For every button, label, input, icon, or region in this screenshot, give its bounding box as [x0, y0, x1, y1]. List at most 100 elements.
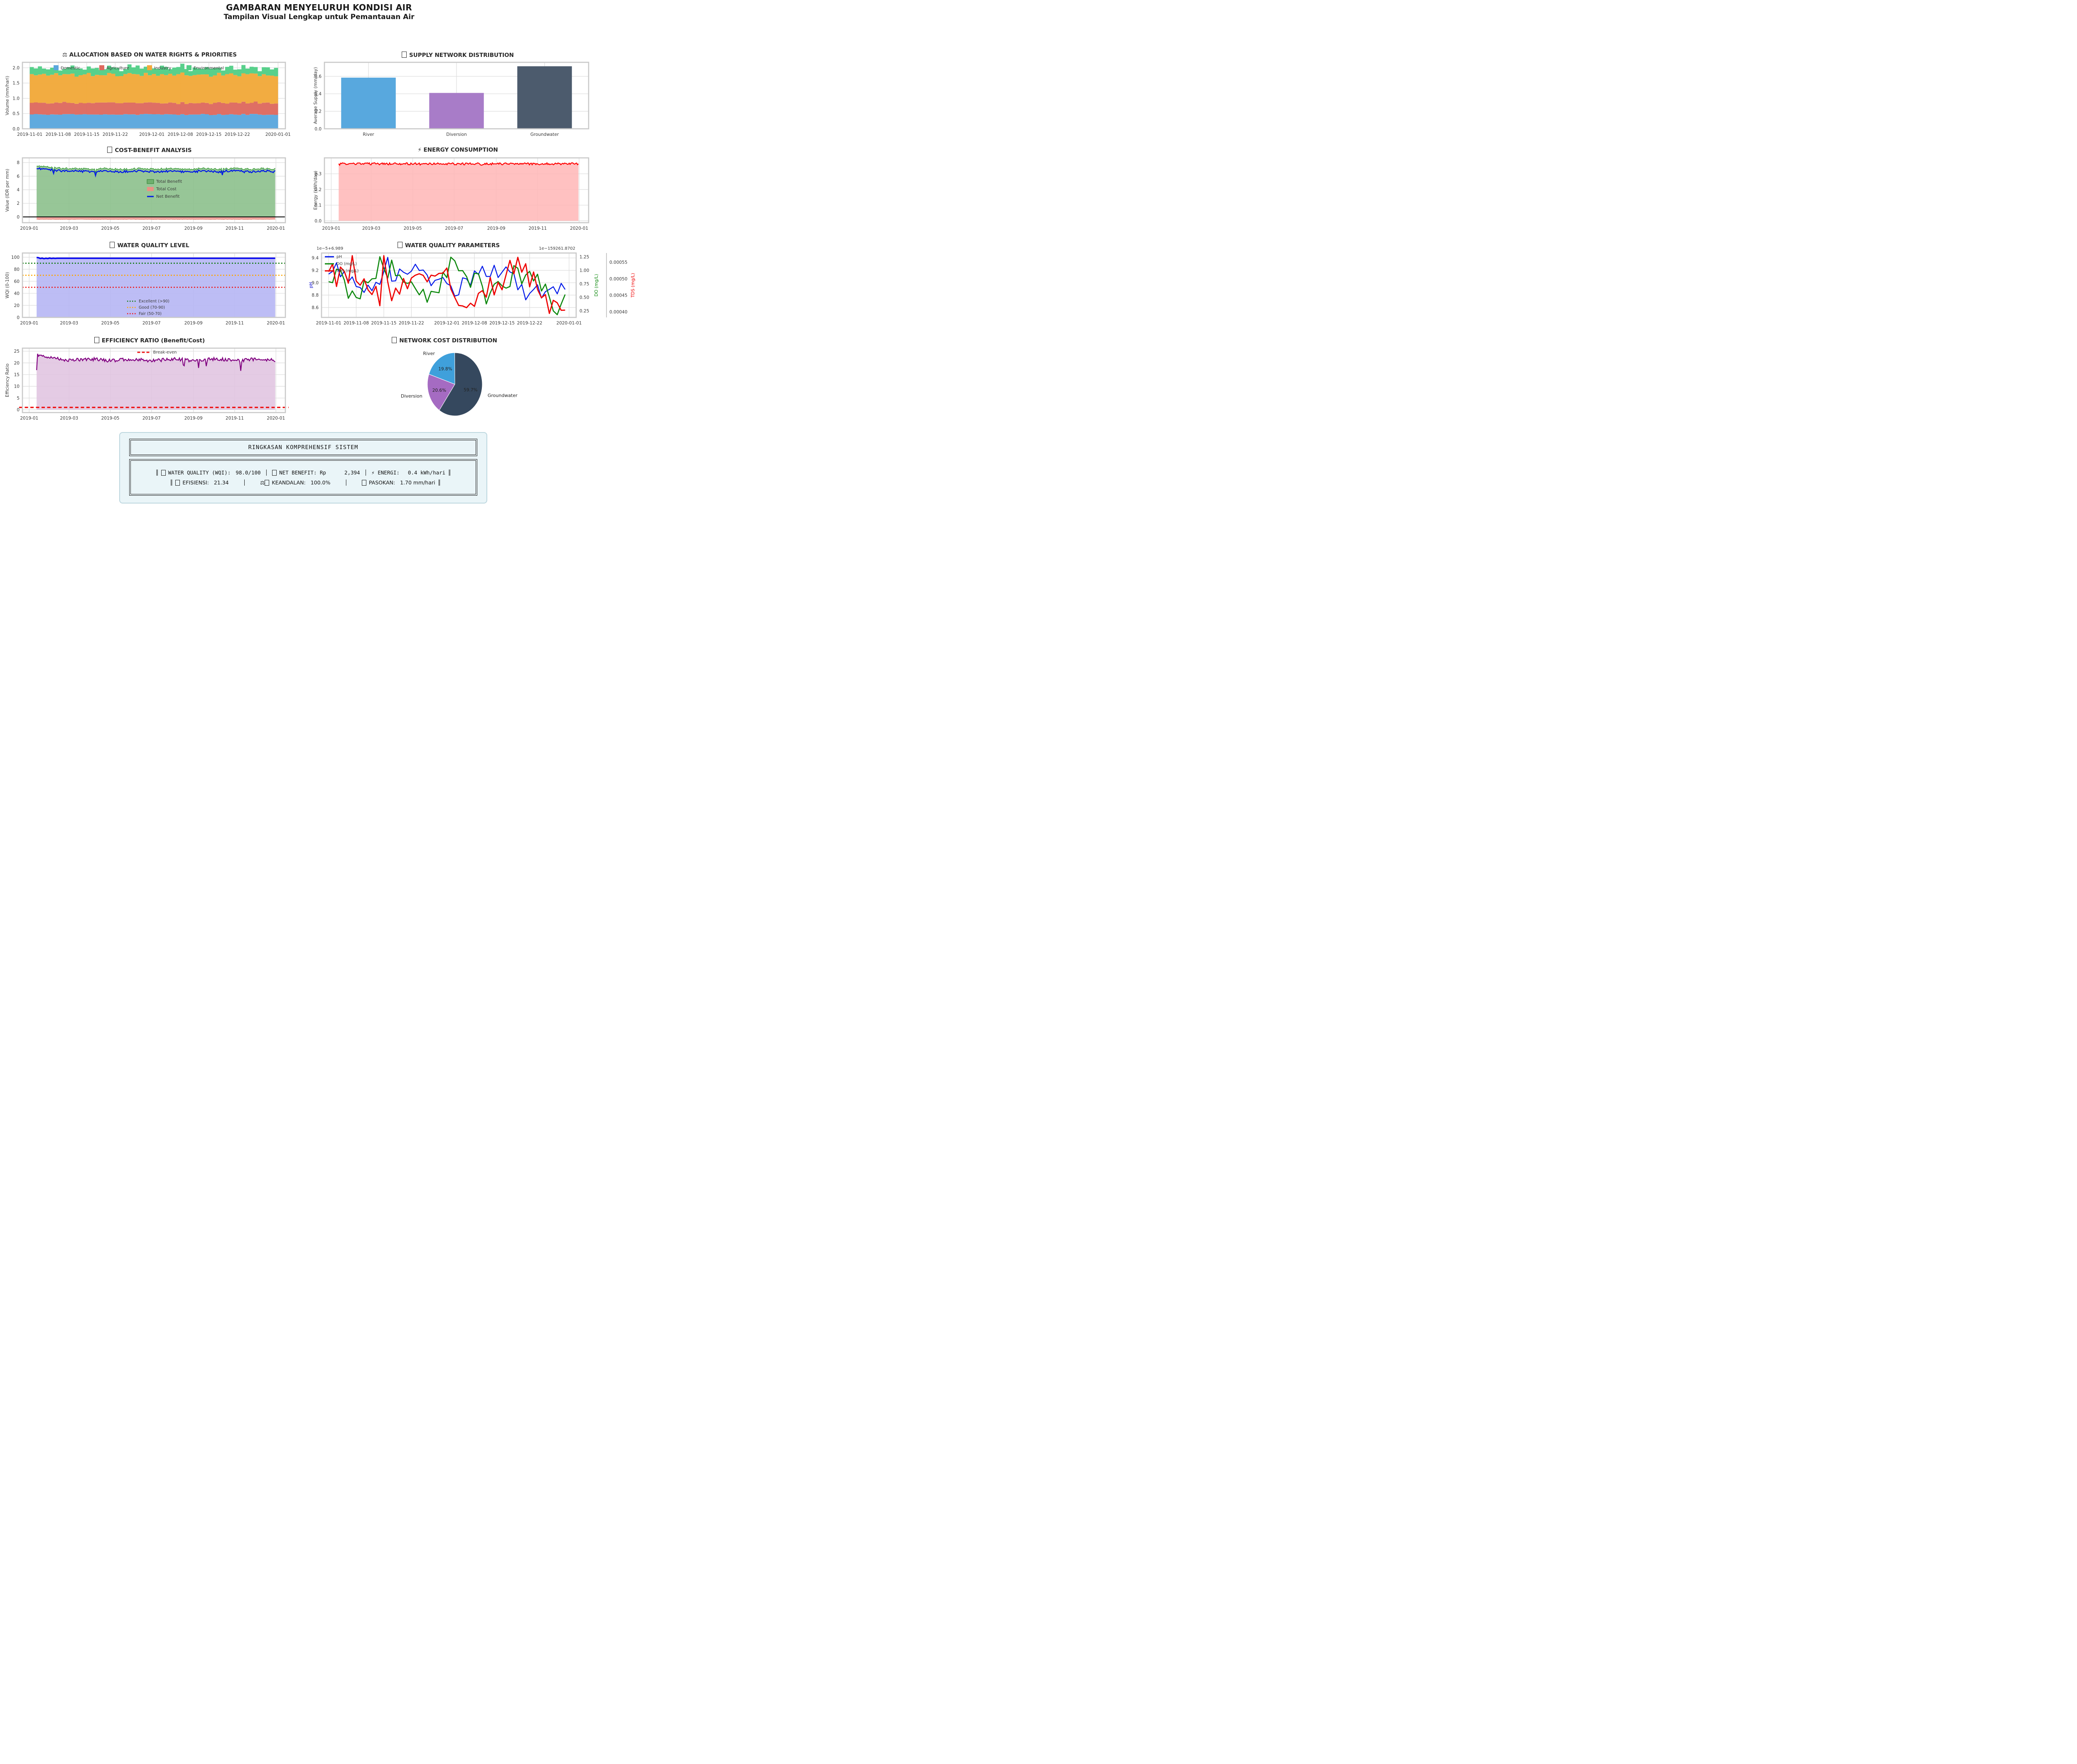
- chart-efficiency-canvas: 0 5 10 15 20 25 2019-01 2019-03 2019-05 2019-07 20…: [5, 347, 289, 421]
- chart-allocation: ⚖ ALLOCATION BASED ON WATER RIGHTS & PRI…: [3, 51, 296, 139]
- svg-text:2019-11-15: 2019-11-15: [371, 321, 396, 326]
- svg-text:Net Benefit: Net Benefit: [156, 194, 180, 199]
- svg-text:Average Supply (mm/day): Average Supply (mm/day): [313, 67, 318, 124]
- chart-pie-canvas: 19.8% River 20.6% Diversion 59.7% Groundwater: [401, 351, 518, 416]
- summary-keandalan-label: KEANDALAN:: [272, 479, 306, 486]
- svg-text:1e−5+6.989: 1e−5+6.989: [317, 246, 343, 251]
- svg-text:2019-01: 2019-01: [20, 416, 38, 421]
- svg-text:1e−159261.8702: 1e−159261.8702: [539, 246, 575, 251]
- svg-text:0.50: 0.50: [579, 295, 589, 300]
- svg-text:19.8%: 19.8%: [438, 366, 452, 371]
- svg-text:0.0: 0.0: [12, 127, 20, 132]
- svg-text:Domestic: Domestic: [61, 66, 80, 71]
- page-subtitle: Tampilan Visual Lengkap untuk Pemantauan…: [223, 13, 415, 21]
- svg-text:2019-01: 2019-01: [20, 321, 38, 326]
- svg-text:Excellent (>90): Excellent (>90): [139, 299, 169, 304]
- svg-text:0: 0: [17, 315, 20, 320]
- summary-keandalan-value: 100.0%: [310, 479, 331, 486]
- svg-text:2019-09: 2019-09: [184, 226, 203, 231]
- chart-supply-canvas: 0.0 0.2 0.4 0.6 River Diversion Groundwater Ave…: [313, 61, 589, 137]
- svg-text:20: 20: [14, 361, 20, 366]
- dashboard-page: { "page": { "title": "GAMBARAN MENYELURU…: [0, 0, 638, 506]
- svg-text:Total Cost: Total Cost: [156, 187, 177, 192]
- svg-text:2: 2: [17, 201, 20, 206]
- svg-text:Volume (mm/hari): Volume (mm/hari): [5, 76, 10, 115]
- svg-text:Energy (kWh/day): Energy (kWh/day): [313, 171, 318, 210]
- chart-pie: NETWORK COST DISTRIBUTION 19.8% River 20.6…: [316, 336, 638, 423]
- svg-text:8.8: 8.8: [312, 293, 319, 298]
- svg-text:100: 100: [11, 255, 20, 260]
- box-divider: │: [364, 469, 368, 476]
- chart-efficiency-title: EFFICIENCY RATIO (Benefit/Cost): [3, 337, 296, 344]
- svg-text:2019-07: 2019-07: [445, 226, 463, 231]
- svg-text:2019-05: 2019-05: [101, 321, 120, 326]
- svg-text:Industry: Industry: [154, 66, 171, 71]
- scales-icon: ⚖: [62, 52, 69, 58]
- svg-text:2019-03: 2019-03: [60, 416, 78, 421]
- summary-pasokan-value: 1.70 mm/hari: [400, 479, 435, 486]
- svg-text:0.5: 0.5: [12, 111, 20, 116]
- svg-text:2019-09: 2019-09: [487, 226, 506, 231]
- svg-text:Value (IDR per mm): Value (IDR per mm): [5, 169, 10, 211]
- box-divider: │: [344, 479, 348, 486]
- svg-text:2019-07: 2019-07: [142, 416, 161, 421]
- svg-text:6: 6: [17, 174, 20, 179]
- svg-text:2019-11-15: 2019-11-15: [74, 132, 99, 137]
- svg-text:2020-01: 2020-01: [267, 416, 285, 421]
- svg-text:2019-03: 2019-03: [60, 321, 78, 326]
- svg-text:0.3: 0.3: [314, 172, 322, 177]
- svg-text:Diversion: Diversion: [446, 132, 466, 137]
- summary-title-box: RINGKASAN KOMPREHENSIF SISTEM: [129, 439, 477, 456]
- svg-text:Efficiency Ratio: Efficiency Ratio: [5, 364, 10, 397]
- svg-text:TDS (mg/L): TDS (mg/L): [631, 273, 636, 298]
- svg-text:2020-01-01: 2020-01-01: [265, 132, 291, 137]
- svg-text:pH: pH: [336, 255, 342, 259]
- svg-text:2019-03: 2019-03: [60, 226, 78, 231]
- svg-text:2019-11-22: 2019-11-22: [399, 321, 424, 326]
- svg-text:2019-12-15: 2019-12-15: [196, 132, 221, 137]
- summary-efficiency-label: EFISIENSI:: [182, 479, 209, 486]
- missing-glyph-icon: [175, 479, 180, 486]
- svg-text:Agriculture: Agriculture: [106, 66, 129, 71]
- chart-wqi-title: WATER QUALITY LEVEL: [3, 242, 296, 249]
- svg-text:59.7%: 59.7%: [464, 388, 477, 393]
- missing-glyph-icon: [402, 52, 407, 58]
- svg-text:2019-12-15: 2019-12-15: [489, 321, 515, 326]
- svg-text:2019-11: 2019-11: [226, 321, 244, 326]
- svg-text:2019-12-08: 2019-12-08: [462, 321, 487, 326]
- svg-text:2020-01-01: 2020-01-01: [556, 321, 582, 326]
- summary-wqi-label: WATER QUALITY (WQI):: [168, 469, 231, 476]
- box-divider: │: [265, 469, 268, 476]
- chart-energy-canvas: 0.0 0.1 0.2 0.3 2019-01 2019-03 2019-05 2019-07…: [313, 157, 589, 231]
- summary-net-value: 2,394: [344, 469, 360, 476]
- svg-text:0.6: 0.6: [314, 74, 322, 79]
- svg-text:2019-03: 2019-03: [362, 226, 381, 231]
- summary-energy-label: ENERGI:: [378, 469, 400, 476]
- svg-text:1.0: 1.0: [12, 96, 20, 101]
- chart-energy: ⚡ ENERGY CONSUMPTION 0.0 0.1 0.2 0.3 2019-01…: [312, 146, 604, 234]
- svg-text:10: 10: [14, 384, 20, 389]
- svg-text:0.0: 0.0: [314, 127, 322, 132]
- svg-text:0.25: 0.25: [579, 309, 589, 314]
- svg-text:2019-01: 2019-01: [322, 226, 340, 231]
- svg-text:2019-01: 2019-01: [20, 226, 38, 231]
- svg-text:0.00055: 0.00055: [609, 260, 627, 265]
- svg-text:Total Benefit: Total Benefit: [156, 179, 182, 184]
- svg-text:25: 25: [14, 349, 20, 354]
- box-divider: │: [243, 479, 246, 486]
- page-title: GAMBARAN MENYELURUH KONDISI AIR: [226, 2, 412, 12]
- svg-text:WQI (0-100): WQI (0-100): [5, 272, 10, 299]
- svg-text:9.4: 9.4: [312, 256, 319, 261]
- svg-text:2019-12-01: 2019-12-01: [139, 132, 164, 137]
- summary-card: RINGKASAN KOMPREHENSIF SISTEM ║ WATER QU…: [119, 432, 487, 504]
- chart-supply: SUPPLY NETWORK DISTRIBUTION 0.0 0.2 0.4 0.6…: [312, 51, 604, 139]
- missing-glyph-icon: [161, 469, 166, 476]
- svg-text:Diversion: Diversion: [401, 393, 422, 399]
- svg-text:pH: pH: [309, 282, 314, 288]
- svg-text:0.2: 0.2: [314, 187, 322, 192]
- svg-text:2019-05: 2019-05: [101, 416, 120, 421]
- svg-text:DO (mg/L): DO (mg/L): [594, 274, 599, 296]
- svg-text:0.00050: 0.00050: [609, 277, 627, 282]
- missing-glyph-icon: [392, 337, 397, 343]
